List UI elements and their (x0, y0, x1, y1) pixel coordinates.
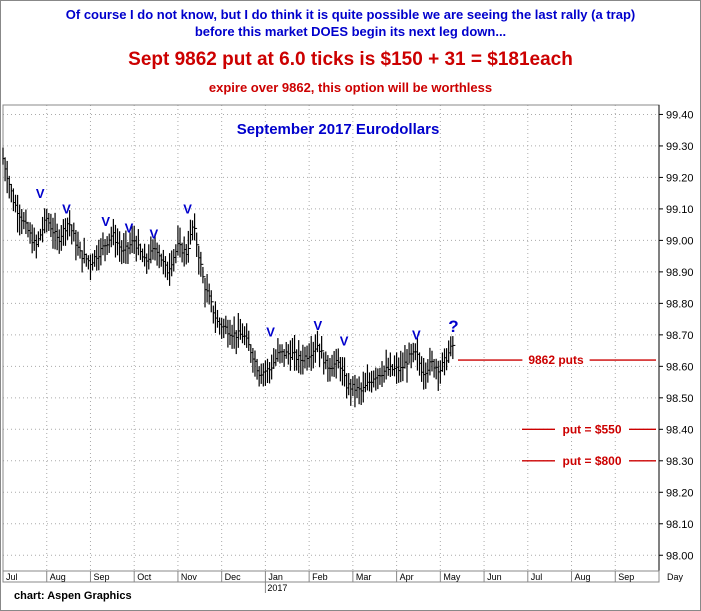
x-month-label: May (443, 572, 461, 582)
y-tick-label: 98.80 (666, 298, 694, 310)
x-month-label: Jan (268, 572, 283, 582)
y-tick-label: 98.90 (666, 267, 694, 279)
x-month-label: Aug (575, 572, 591, 582)
level-label-bg (555, 422, 629, 436)
x-year-label: 2017 (267, 583, 287, 593)
y-tick-label: 98.60 (666, 361, 694, 373)
x-axis-unit-label: Day (667, 572, 684, 582)
level-label: 9862 puts (528, 353, 584, 367)
x-month-label: Nov (181, 572, 198, 582)
level-label-bg (555, 453, 629, 467)
y-axis: 98.00 98.10 98.20 98.30 98.40 98.50 98.60 98.70… (659, 109, 694, 562)
header-commentary: Of course I do not know, but I do think … (0, 6, 701, 40)
grid (2, 105, 660, 571)
v-marker: V (412, 327, 421, 342)
header-expiry-note: expire over 9862, this option will be wo… (208, 80, 493, 95)
v-marker: V (36, 186, 45, 201)
v-marker: V (125, 220, 134, 235)
y-tick-label: 98.70 (666, 330, 694, 342)
price-levels: 9862 puts put = $550 put = $800 (458, 353, 656, 468)
v-marker: V (314, 318, 323, 333)
x-month-label: Oct (137, 572, 152, 582)
level-label: put = $550 (562, 422, 621, 436)
x-month-label: Sep (93, 572, 109, 582)
v-markers: VVV V VVV VV V? (36, 186, 459, 349)
v-marker: V (183, 202, 192, 217)
x-month-label: Sep (618, 572, 634, 582)
v-marker: V (62, 202, 71, 217)
y-tick-label: 99.00 (666, 235, 694, 247)
v-marker: V (101, 214, 110, 229)
plot-area-border (2, 104, 660, 572)
chart-credit: chart: Aspen Graphics (14, 590, 132, 602)
x-axis: Jul Aug Sep Oct Nov Dec Jan Feb Mar Apr May Jun Jul A… (2, 570, 684, 593)
y-tick-label: 98.30 (666, 456, 694, 468)
y-tick-label: 99.40 (666, 109, 694, 121)
v-marker: V (340, 334, 349, 349)
y-tick-label: 98.50 (666, 393, 694, 405)
x-month-label: Feb (312, 572, 328, 582)
level-label: put = $800 (562, 454, 621, 468)
chart-title: September 2017 Eurodollars (237, 121, 440, 138)
x-month-label: Jun (487, 572, 502, 582)
price-series (2, 147, 456, 408)
header-line-1a: Of course I do not know, but I do think … (65, 7, 636, 22)
x-month-label: Apr (400, 572, 414, 582)
y-tick-label: 98.20 (666, 487, 694, 499)
y-tick-label: 99.10 (666, 204, 694, 216)
y-tick-label: 99.30 (666, 141, 694, 153)
header-line-1b: before this market DOES begin its next l… (194, 24, 507, 39)
x-month-label: Jul (6, 572, 18, 582)
y-tick-label: 98.40 (666, 424, 694, 436)
v-marker: V (266, 324, 275, 339)
question-marker: ? (448, 317, 458, 336)
header-put-price: Sept 9862 put at 6.0 ticks is $150 + 31 … (128, 49, 573, 70)
y-tick-label: 98.00 (666, 550, 694, 562)
x-month-label: Jul (531, 572, 543, 582)
x-month-label: Dec (225, 572, 242, 582)
x-month-label: Aug (50, 572, 66, 582)
y-tick-label: 99.20 (666, 172, 694, 184)
v-marker: V (150, 227, 159, 242)
x-month-label: Mar (356, 572, 372, 582)
level-label-bg (522, 353, 590, 367)
y-tick-label: 98.10 (666, 519, 694, 531)
